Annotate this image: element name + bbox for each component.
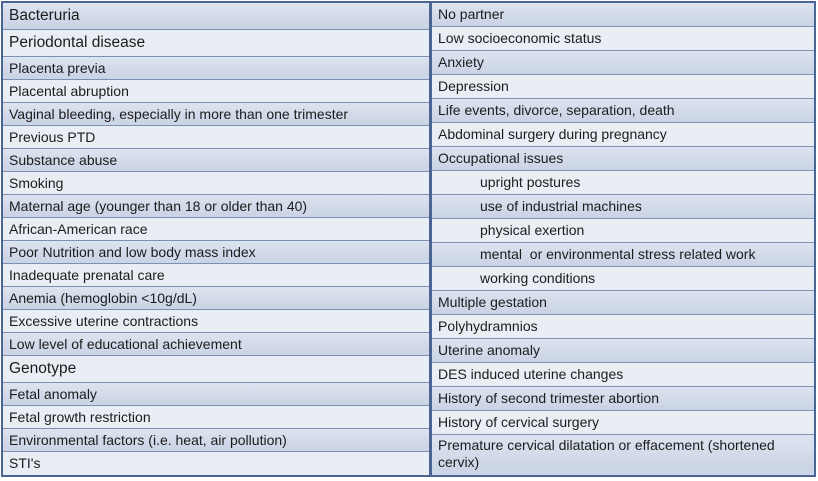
table-row: Depression	[432, 75, 814, 99]
table-row: Previous PTD	[3, 126, 429, 149]
table-row: Excessive uterine contractions	[3, 310, 429, 333]
table-row: STI's	[3, 452, 429, 475]
table-row: physical exertion	[432, 219, 814, 243]
table-row: upright postures	[432, 171, 814, 195]
table-row: Low level of educational achievement	[3, 333, 429, 356]
table-row: Fetal growth restriction	[3, 406, 429, 429]
table-row: Substance abuse	[3, 149, 429, 172]
table-row: Fetal anomaly	[3, 383, 429, 406]
table-row: Environmental factors (i.e. heat, air po…	[3, 429, 429, 452]
table-row: African-American race	[3, 218, 429, 241]
table-row: DES induced uterine changes	[432, 363, 814, 387]
table-row: Uterine anomaly	[432, 339, 814, 363]
table-row: History of second trimester abortion	[432, 387, 814, 411]
left-column-table: Bacteruria Periodontal disease Placenta pr…	[1, 1, 431, 477]
table-row: use of industrial machines	[432, 195, 814, 219]
table-row: Vaginal bleeding, especially in more tha…	[3, 103, 429, 126]
table-row: Bacteruria	[3, 3, 429, 30]
table-row: Abdominal surgery during pregnancy	[432, 123, 814, 147]
right-column-table: No partner Low socioeconomic status Anxiet…	[430, 1, 816, 477]
table-row: Life events, divorce, separation, death	[432, 99, 814, 123]
table-row: Anemia (hemoglobin <10g/dL)	[3, 287, 429, 310]
table-row: History of cervical surgery	[432, 411, 814, 435]
table-row: Periodontal disease	[3, 30, 429, 57]
table-row: Anxiety	[432, 51, 814, 75]
table-row: Smoking	[3, 172, 429, 195]
table-row: Placenta previa	[3, 57, 429, 80]
table-row: Polyhydramnios	[432, 315, 814, 339]
table-row: working conditions	[432, 267, 814, 291]
table-row: Inadequate prenatal care	[3, 264, 429, 287]
table-row: Genotype	[3, 356, 429, 383]
table-row: Placental abruption	[3, 80, 429, 103]
table-row: No partner	[432, 3, 814, 27]
table-row: Maternal age (younger than 18 or older t…	[3, 195, 429, 218]
table-row: Multiple gestation	[432, 291, 814, 315]
table-row: mental or environmental stress related w…	[432, 243, 814, 267]
table-row: Premature cervical dilatation or effacem…	[432, 435, 814, 475]
table-row: Poor Nutrition and low body mass index	[3, 241, 429, 264]
table-row: Low socioeconomic status	[432, 27, 814, 51]
table-row: Occupational issues	[432, 147, 814, 171]
